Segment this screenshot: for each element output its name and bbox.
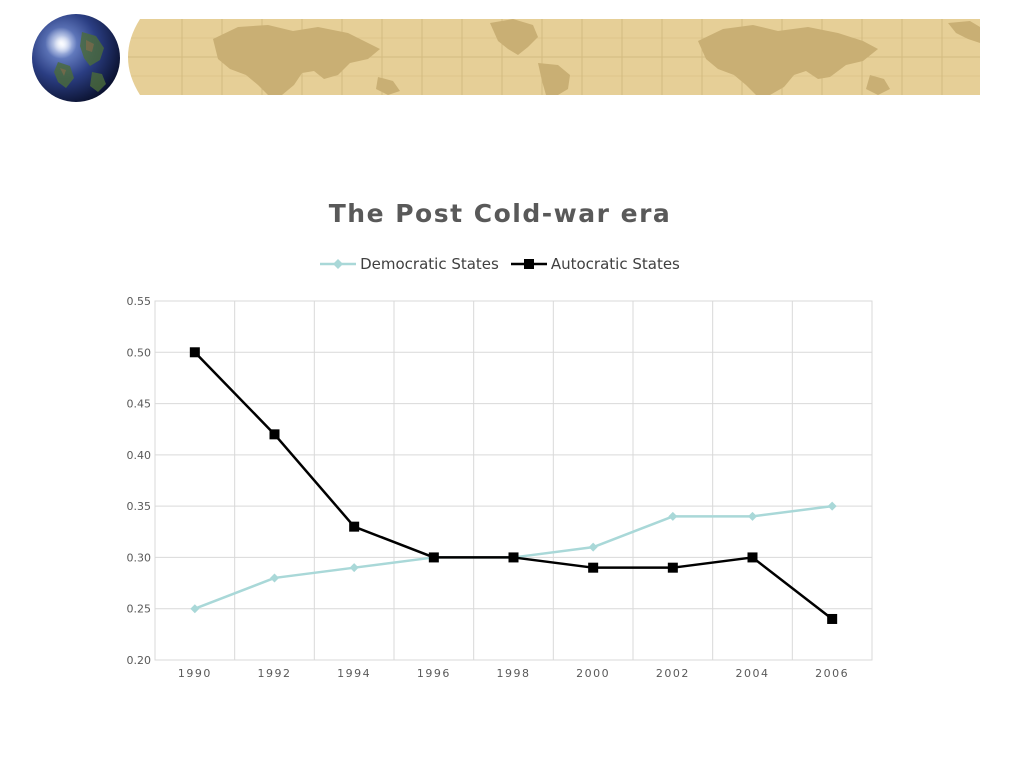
legend-marker-democratic — [320, 259, 357, 269]
data-point-democratic — [827, 501, 837, 511]
legend-marker-autocratic — [510, 259, 547, 269]
x-tick-label: 1994 — [337, 667, 371, 680]
legend-entry-autocratic: Autocratic States — [510, 255, 680, 273]
data-point-democratic — [270, 573, 279, 583]
globe-icon — [32, 14, 120, 102]
x-tick-label: 1992 — [258, 667, 292, 680]
x-tick-label: 1998 — [497, 667, 531, 680]
y-tick-label: 0.30 — [127, 551, 152, 564]
data-point-democratic — [748, 511, 757, 521]
data-point-autocratic — [349, 521, 360, 532]
data-point-democratic — [588, 542, 598, 552]
plot-area — [154, 300, 873, 661]
data-point-democratic — [349, 563, 359, 573]
y-tick-label: 0.55 — [127, 295, 152, 308]
y-tick-label: 0.35 — [127, 500, 152, 513]
data-point-autocratic — [667, 562, 678, 573]
y-tick-label: 0.45 — [127, 398, 152, 411]
legend-label-autocratic: Autocratic States — [550, 255, 680, 273]
data-point-autocratic — [747, 552, 758, 563]
data-point-autocratic — [827, 613, 838, 624]
data-point-democratic — [190, 604, 200, 614]
x-tick-label: 2000 — [576, 667, 610, 680]
y-tick-label: 0.50 — [127, 346, 152, 359]
chart-legend: Democratic States Autocratic States — [0, 255, 1000, 273]
x-tick-label: 2004 — [736, 667, 770, 680]
data-point-autocratic — [189, 347, 200, 358]
data-point-democratic — [668, 511, 678, 521]
data-point-autocratic — [428, 552, 439, 563]
x-tick-label: 1996 — [417, 667, 451, 680]
y-tick-label: 0.20 — [127, 654, 152, 667]
world-map-banner — [118, 19, 980, 95]
data-point-autocratic — [508, 552, 519, 563]
data-point-autocratic — [269, 429, 280, 440]
chart-title: The Post Cold-war era — [328, 199, 672, 228]
x-tick-label: 2006 — [815, 667, 849, 680]
y-tick-label: 0.40 — [127, 449, 152, 462]
data-point-autocratic — [588, 562, 599, 573]
x-tick-label: 1990 — [178, 667, 212, 680]
x-tick-label: 2002 — [656, 667, 690, 680]
legend-entry-democratic: Democratic States — [320, 255, 499, 273]
legend-label-democratic: Democratic States — [360, 255, 499, 273]
y-tick-label: 0.25 — [127, 603, 152, 616]
